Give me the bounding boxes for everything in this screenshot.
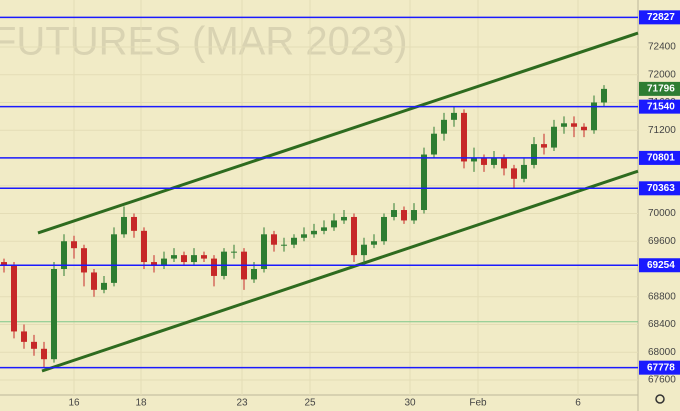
level-label: 70363 [647, 183, 675, 194]
candle-body [301, 234, 307, 238]
y-tick-label: 68000 [648, 347, 676, 358]
candle-body [81, 248, 87, 273]
candle-body [391, 210, 397, 217]
level-label: 71540 [647, 101, 675, 112]
candle-body [171, 255, 177, 259]
candle-body [431, 133, 437, 155]
candle-body [21, 331, 27, 342]
candle-body [111, 234, 117, 283]
trend-line [41, 169, 639, 373]
candle-body [101, 282, 107, 290]
level-label-box [639, 150, 680, 165]
candle-body [61, 241, 67, 269]
level-label: 69254 [647, 260, 675, 271]
candle-body [361, 244, 367, 256]
candle-body [131, 216, 137, 231]
y-tick-label: 71200 [648, 125, 676, 136]
candle-body [91, 272, 97, 290]
candle-body [211, 258, 217, 276]
x-tick-label: 6 [575, 398, 581, 409]
candle-body [551, 126, 557, 148]
x-tick-label: 30 [404, 398, 416, 409]
y-tick-label: 68800 [648, 291, 676, 302]
level-label: 72827 [647, 12, 675, 23]
candle-body [1, 262, 7, 266]
y-tick-label: 72400 [648, 42, 676, 53]
candle-body [561, 123, 567, 127]
candle-body [481, 157, 487, 165]
candle-body [321, 227, 327, 231]
candle-body [541, 144, 547, 148]
candle-body [491, 157, 497, 165]
candle-body [581, 126, 587, 131]
candle-body [161, 258, 167, 266]
candle-body [261, 234, 267, 269]
last-price-box [639, 81, 680, 96]
candle-body [441, 119, 447, 134]
y-tick-label: 72000 [648, 69, 676, 80]
x-tick-label: Feb [469, 398, 487, 409]
candle-body [571, 123, 577, 127]
trend-line [37, 31, 639, 235]
level-label-box [639, 10, 680, 25]
candle-body [281, 244, 287, 246]
gear[interactable] [655, 394, 665, 404]
level-label: 67778 [647, 362, 675, 373]
y-tick-label: 67600 [648, 375, 676, 386]
level-label-box [639, 258, 680, 273]
y-tick-label: 69600 [648, 236, 676, 247]
candle-body [421, 154, 427, 211]
candle-body [51, 268, 57, 360]
candle-body [141, 230, 147, 263]
candle-body [401, 210, 407, 221]
candle-body [201, 255, 207, 259]
candle-body [251, 268, 257, 280]
level-label-box [639, 99, 680, 114]
x-tick-label: 18 [135, 398, 147, 409]
x-tick-label: 16 [68, 398, 80, 409]
candle-body [471, 157, 477, 162]
candle-body [591, 102, 597, 131]
x-tick-label: 23 [236, 398, 248, 409]
last-price-label: 71796 [647, 84, 675, 95]
candle-body [341, 216, 347, 221]
level-label: 70801 [647, 153, 675, 164]
candle-body [41, 348, 47, 360]
candle-body [181, 255, 187, 263]
watermark: FUTURES (MAR 2023) [0, 20, 408, 64]
candle-body [601, 88, 607, 103]
candle-body [451, 112, 457, 120]
candle-body [121, 216, 127, 235]
level-label-box [639, 181, 680, 196]
y-tick-label: 70000 [648, 208, 676, 219]
candle-body [521, 164, 527, 179]
candle-body [381, 216, 387, 242]
candle-body [531, 144, 537, 165]
settings-icon[interactable] [655, 394, 665, 404]
candle-body [291, 237, 297, 245]
candle-body [11, 265, 17, 332]
candle-body [511, 168, 517, 179]
candle-body [331, 220, 337, 228]
y-tick-label: 68400 [648, 319, 676, 330]
candle-body [351, 216, 357, 256]
level-label-box [639, 360, 680, 375]
candle-body [191, 255, 197, 263]
candle-body [271, 234, 277, 245]
candle-body [501, 157, 507, 169]
candle-body [461, 112, 467, 162]
candle-body [31, 341, 37, 349]
candle-body [311, 230, 317, 235]
candle-body [221, 251, 227, 276]
candle-body [71, 241, 77, 249]
candle-body [151, 262, 157, 266]
candle-body [231, 251, 237, 253]
candle-body [371, 241, 377, 245]
candle-body [411, 210, 417, 221]
x-tick-label: 25 [304, 398, 316, 409]
